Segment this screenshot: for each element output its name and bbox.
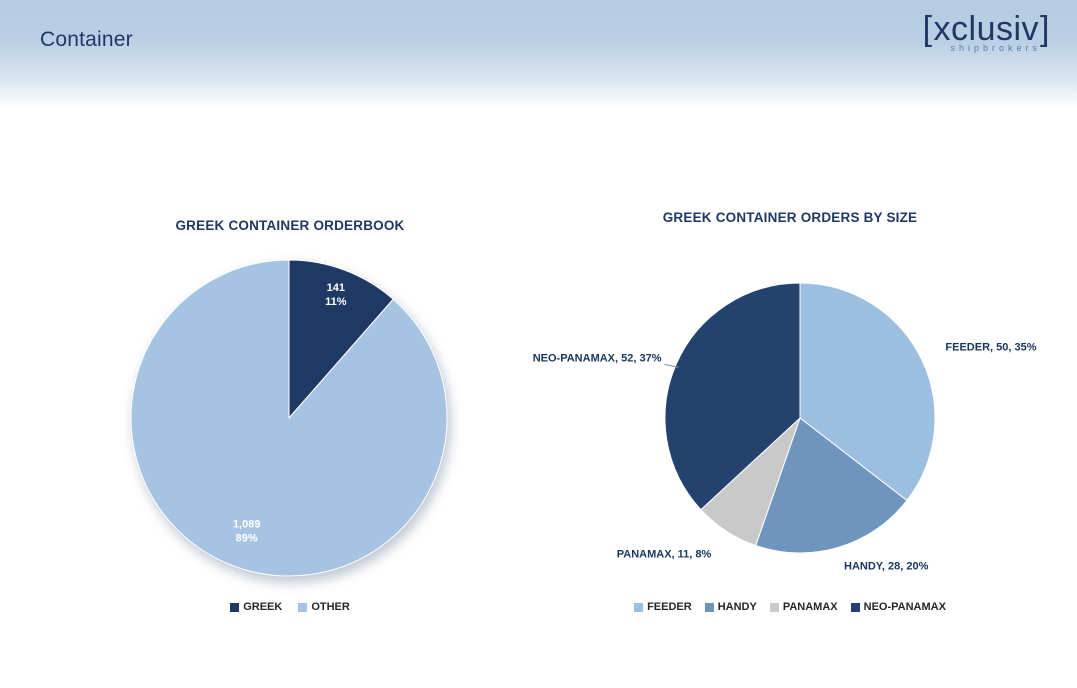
legend-swatch-feeder bbox=[634, 602, 644, 612]
legend-label: FEEDER bbox=[647, 601, 692, 613]
page-title: Container bbox=[40, 28, 133, 51]
legend-orderbook: GREEK OTHER bbox=[90, 601, 490, 613]
data-label-greek: 141 11% bbox=[325, 282, 347, 308]
legend-item-handy: HANDY bbox=[704, 601, 757, 613]
chart-title-orderbook: GREEK CONTAINER ORDERBOOK bbox=[175, 218, 405, 233]
legend-swatch-greek bbox=[230, 602, 240, 612]
data-label-handy: HANDY, 28, 20% bbox=[844, 561, 929, 573]
logo-bracket-close: ] bbox=[1040, 10, 1050, 48]
chart-title-orders-by-size: GREEK CONTAINER ORDERS BY SIZE bbox=[662, 210, 918, 225]
legend-swatch-handy bbox=[704, 602, 714, 612]
data-label-panamax: PANAMAX, 11, 8% bbox=[617, 549, 712, 561]
pie-slice-other bbox=[130, 259, 448, 577]
legend-swatch-panamax bbox=[769, 602, 779, 612]
pie-slice-handy bbox=[755, 417, 908, 554]
chart-greek-orders-by-size: GREEK CONTAINER ORDERS BY SIZE FEEDER, 5… bbox=[520, 210, 1060, 613]
brand-logo: [xclusiv] shipbrokers bbox=[922, 10, 1051, 53]
brand-wordmark: [xclusiv] bbox=[922, 10, 1051, 48]
data-label-other: 1,089 89% bbox=[233, 518, 261, 544]
header-band: Container [xclusiv] shipbrokers bbox=[0, 0, 1077, 108]
pie-chart-orderbook: 141 11% 1,089 89% bbox=[130, 259, 448, 577]
pie-chart-orders-by-size: FEEDER, 50, 35% HANDY, 28, 20% PANAMAX, 11… bbox=[533, 282, 1037, 573]
chart-greek-container-orderbook: GREEK CONTAINER ORDERBOOK 141 11% 1,089 89%… bbox=[90, 218, 490, 613]
legend-label: OTHER bbox=[311, 601, 350, 613]
legend-label: HANDY bbox=[717, 601, 757, 613]
legend-swatch-neo-panamax bbox=[850, 602, 860, 612]
legend-item-greek: GREEK bbox=[230, 601, 282, 613]
data-label-feeder: FEEDER, 50, 35% bbox=[945, 342, 1036, 354]
legend-item-panamax: PANAMAX bbox=[769, 601, 838, 613]
legend-label: GREEK bbox=[243, 601, 283, 613]
data-label-neo-panamax: NEO-PANAMAX, 52, 37% bbox=[533, 352, 662, 364]
legend-label: NEO-PANAMAX bbox=[863, 601, 946, 613]
pie-slice-neo-panamax bbox=[664, 282, 801, 511]
logo-name: xclusiv bbox=[933, 10, 1040, 48]
legend-item-other: OTHER bbox=[298, 601, 350, 613]
legend-item-feeder: FEEDER bbox=[634, 601, 692, 613]
brand-tagline: shipbrokers bbox=[950, 43, 1041, 53]
label-leader-line bbox=[664, 363, 679, 368]
logo-bracket-open: [ bbox=[922, 10, 933, 48]
legend-swatch-other bbox=[298, 602, 308, 612]
legend-item-neo-panamax: NEO-PANAMAX bbox=[850, 601, 946, 613]
legend-label: PANAMAX bbox=[782, 601, 838, 613]
pie-slice-greek bbox=[288, 259, 394, 419]
pie-slice-feeder bbox=[799, 282, 936, 501]
legend-orders-by-size: FEEDER HANDY PANAMAX NEO-PANAMAX bbox=[520, 601, 1060, 613]
